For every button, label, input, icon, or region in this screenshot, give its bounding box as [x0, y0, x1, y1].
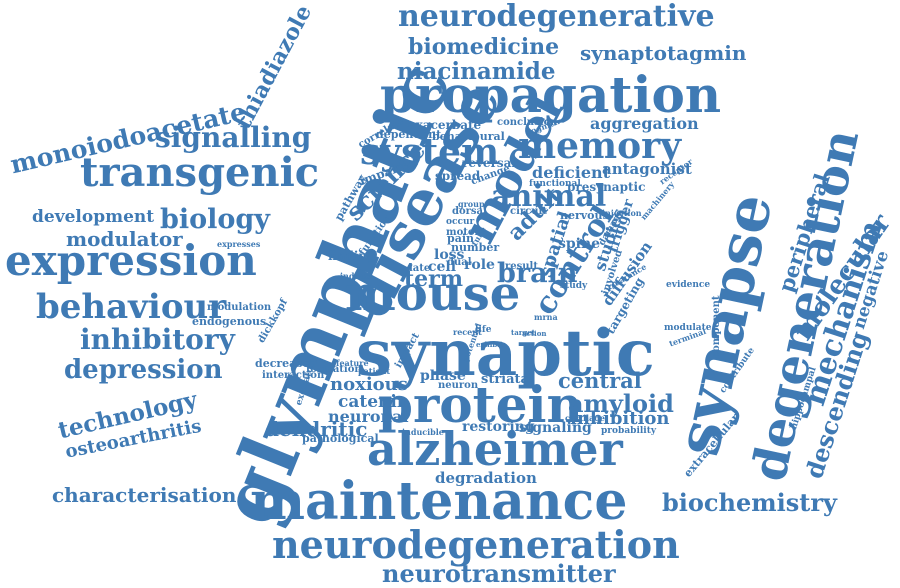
cloud-word: maintenance	[250, 471, 628, 532]
cloud-word: cartilage	[565, 413, 605, 423]
cloud-word: number	[451, 241, 500, 254]
cloud-word: dorsal	[452, 206, 487, 217]
cloud-word: restoring	[462, 419, 535, 435]
cloud-word: development	[32, 207, 155, 227]
cloud-word: neuronal	[328, 407, 409, 426]
cloud-word: component	[711, 295, 722, 358]
cloud-word: biology	[160, 204, 270, 235]
cloud-word: system	[360, 131, 500, 173]
cloud-word: inhibition	[570, 408, 670, 429]
cloud-word: signalling	[155, 121, 312, 154]
cloud-word: phase	[420, 368, 466, 384]
cloud-word: dual	[447, 257, 472, 268]
cloud-word: result	[505, 261, 538, 272]
cloud-word: brain	[497, 258, 578, 289]
cloud-word: mrna	[534, 312, 558, 322]
cloud-word: niacinamide	[397, 58, 556, 85]
cloud-word: circuit	[510, 206, 547, 217]
cloud-word: aggregation	[590, 114, 699, 133]
cloud-word: antagonist	[602, 160, 692, 178]
cloud-word: memory	[518, 125, 681, 167]
cloud-word: decrease	[255, 357, 310, 370]
cloud-word: propagation	[380, 65, 722, 124]
cloud-word: neurodegeneration	[272, 522, 680, 567]
cloud-word: target	[511, 328, 536, 337]
cloud-word: presynaptic	[567, 180, 646, 194]
cloud-word: role	[464, 257, 495, 273]
cloud-word: nervous	[560, 209, 609, 222]
cloud-word: cell	[428, 259, 457, 275]
cloud-word: dendritic	[265, 417, 368, 441]
cloud-word: inducible	[402, 427, 444, 437]
cloud-word: spread	[435, 169, 481, 183]
cloud-word: late	[409, 263, 431, 274]
cloud-word: inhibitory	[80, 323, 235, 356]
cloud-word: synaptotagmin	[580, 41, 747, 65]
cloud-word: exacerbate	[408, 118, 482, 132]
cloud-word: striatal	[481, 372, 534, 387]
cloud-word: central	[558, 368, 642, 393]
cloud-word: injection	[602, 208, 642, 218]
cloud-word: spine	[558, 236, 601, 252]
cloud-word: biomedicine	[408, 34, 560, 60]
cloud-word: recent	[453, 327, 482, 337]
cloud-word: synaptic	[356, 316, 655, 391]
cloud-word: reversal	[462, 156, 516, 170]
cloud-word: biochemistry	[662, 488, 837, 517]
cloud-word: motor	[446, 227, 480, 238]
cloud-word: study	[560, 281, 588, 291]
cloud-word: evidence	[666, 280, 711, 290]
cloud-word: transgenic	[80, 149, 320, 196]
cloud-word: modulate	[664, 323, 712, 333]
cloud-word: neurodegenerative	[398, 0, 715, 34]
cloud-word: functional	[529, 179, 581, 189]
cloud-word: expression	[5, 236, 257, 285]
cloud-word: mouse	[345, 266, 521, 322]
cloud-word: finding	[328, 249, 376, 263]
cloud-word: feature	[336, 358, 369, 368]
cloud-word: group	[458, 199, 485, 209]
cloud-word: dependent	[376, 128, 442, 141]
cloud-word: catenin	[338, 392, 410, 412]
cloud-word: term	[404, 266, 464, 292]
cloud-word: life	[475, 325, 492, 335]
cloud-word: loss	[434, 247, 465, 263]
cloud-word: noxious	[330, 374, 408, 395]
cloud-word: action	[522, 329, 547, 338]
cloud-word: exhibit	[476, 340, 504, 349]
cloud-word: probability	[601, 426, 657, 436]
cloud-word: deficient	[532, 163, 611, 182]
cloud-word: protein	[378, 375, 583, 434]
cloud-word: depression	[64, 355, 223, 385]
cloud-word: signaling	[519, 420, 592, 436]
cloud-word: conclusion	[497, 117, 558, 128]
cloud-word: modulator	[66, 227, 183, 251]
cloud-word: induce	[340, 271, 371, 281]
cloud-word: behaviour	[36, 287, 227, 327]
cloud-word: formation	[306, 364, 362, 375]
cloud-word: modulation	[207, 302, 272, 313]
cloud-word: neuron	[438, 380, 479, 391]
cloud-word: neurotransmitter	[382, 559, 616, 588]
cloud-word: characterisation	[52, 483, 237, 507]
cloud-word: patient	[358, 366, 391, 376]
cloud-word: endogenous	[192, 315, 267, 328]
cloud-word: expresses	[217, 239, 261, 249]
cloud-word: alzheimer	[367, 422, 623, 476]
cloud-word: pathological	[302, 432, 379, 445]
cloud-word: animal	[491, 179, 607, 214]
cloud-word: degradation	[435, 469, 537, 487]
cloud-word: behavioural	[432, 130, 505, 143]
cloud-word: occur	[446, 217, 475, 227]
cloud-word: pain	[447, 232, 474, 245]
cloud-word: interaction	[262, 370, 325, 381]
cloud-word: amyloid	[568, 389, 674, 418]
